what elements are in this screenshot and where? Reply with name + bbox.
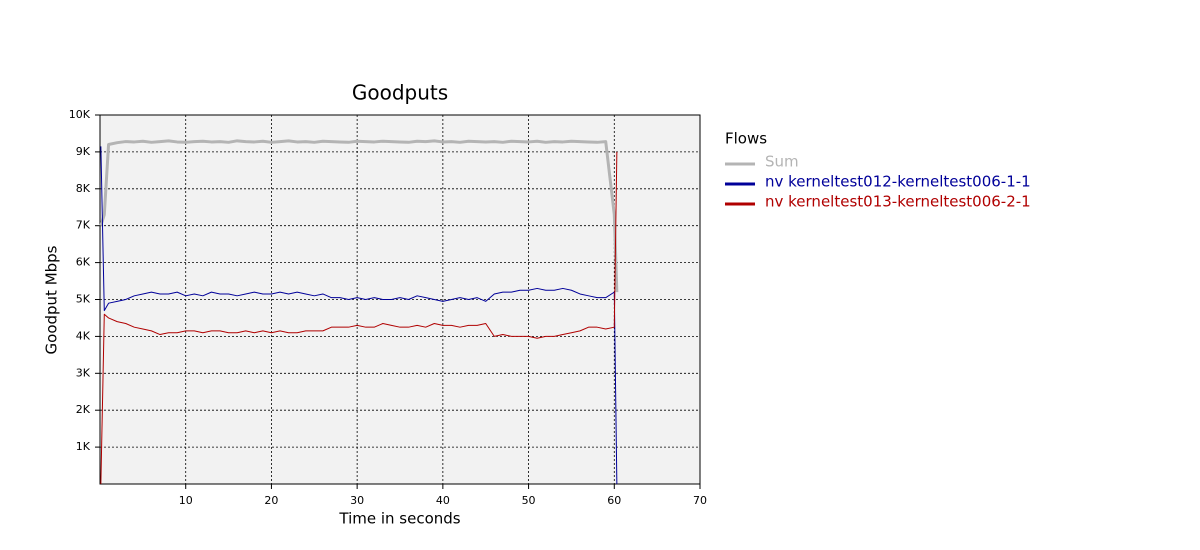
y-axis-label: Goodput Mbps <box>43 245 61 354</box>
x-tick-label: 20 <box>264 494 278 507</box>
y-tick-label: 10K <box>69 108 91 121</box>
x-tick-label: 30 <box>350 494 364 507</box>
chart-title: Goodputs <box>352 81 448 105</box>
x-tick-label: 40 <box>436 494 450 507</box>
legend-label: nv kerneltest013-kerneltest006-2-1 <box>765 193 1031 211</box>
x-tick-label: 60 <box>607 494 621 507</box>
y-tick-label: 9K <box>76 145 91 158</box>
y-tick-label: 6K <box>76 256 91 269</box>
legend-title: Flows <box>725 130 767 148</box>
y-tick-label: 1K <box>76 440 91 453</box>
x-tick-label: 10 <box>179 494 193 507</box>
y-tick-label: 5K <box>76 293 91 306</box>
y-tick-label: 2K <box>76 403 91 416</box>
y-tick-label: 8K <box>76 182 91 195</box>
series-line <box>100 151 618 485</box>
x-axis-label: Time in seconds <box>338 510 460 528</box>
y-tick-label: 4K <box>76 329 91 342</box>
series-line <box>100 146 618 485</box>
y-tick-label: 7K <box>76 219 91 232</box>
x-tick-label: 50 <box>522 494 536 507</box>
y-tick-label: 3K <box>76 366 91 379</box>
legend-label: nv kerneltest012-kerneltest006-1-1 <box>765 173 1031 191</box>
x-tick-label: 70 <box>693 494 707 507</box>
series-line <box>99 139 619 293</box>
legend-label: Sum <box>765 153 799 171</box>
